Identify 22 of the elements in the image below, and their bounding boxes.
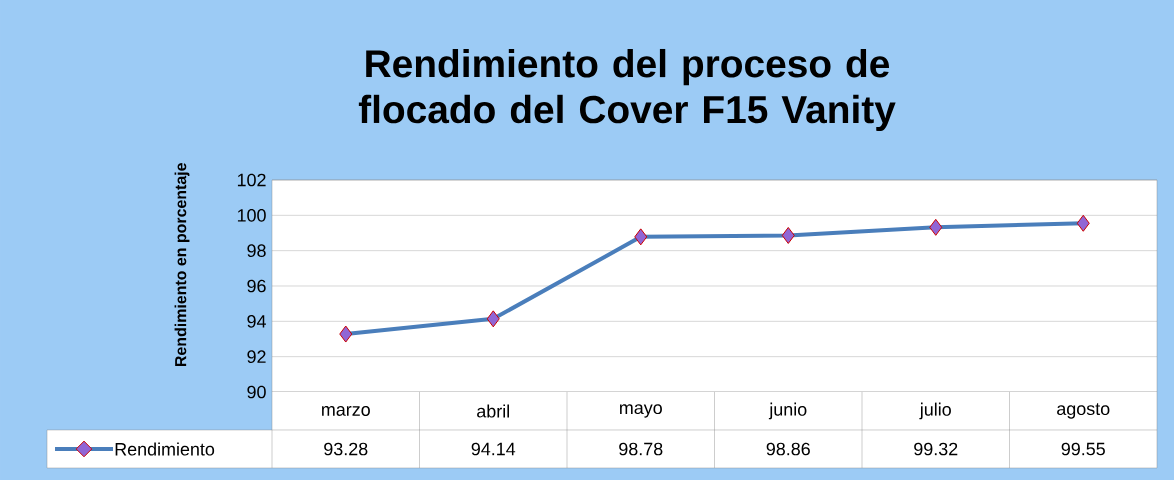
y-tick-label: 98 [247, 244, 266, 257]
x-tick-label: marzo [322, 406, 370, 416]
data-label: 94.14 [471, 442, 516, 456]
y-tick-label: 94 [247, 314, 266, 328]
legend-label: Rendimiento [115, 442, 215, 456]
x-tick-label: abril [477, 404, 509, 418]
data-label: 99.32 [914, 442, 958, 456]
data-label: 93.28 [324, 442, 368, 456]
y-tick-label: 100 [237, 208, 266, 222]
x-tick-label: agosto [1057, 403, 1110, 419]
y-tick-label: 90 [247, 385, 266, 399]
data-label: 98.86 [766, 442, 810, 456]
x-tick-label: mayo [620, 404, 662, 418]
y-tick-label: 92 [247, 350, 266, 363]
y-tick-label: 102 [237, 173, 266, 187]
x-tick-label: junio [768, 402, 807, 420]
chart-title: Rendimiento del proceso de flocado del Cover F15 Vanity [358, 48, 896, 132]
data-label: 99.55 [1061, 442, 1105, 456]
y-axis-title: Rendimiento en porcentaje [174, 163, 190, 367]
x-tick-label: julio [919, 402, 951, 420]
data-label: 98.78 [619, 442, 663, 456]
y-tick-label: 96 [247, 279, 266, 293]
